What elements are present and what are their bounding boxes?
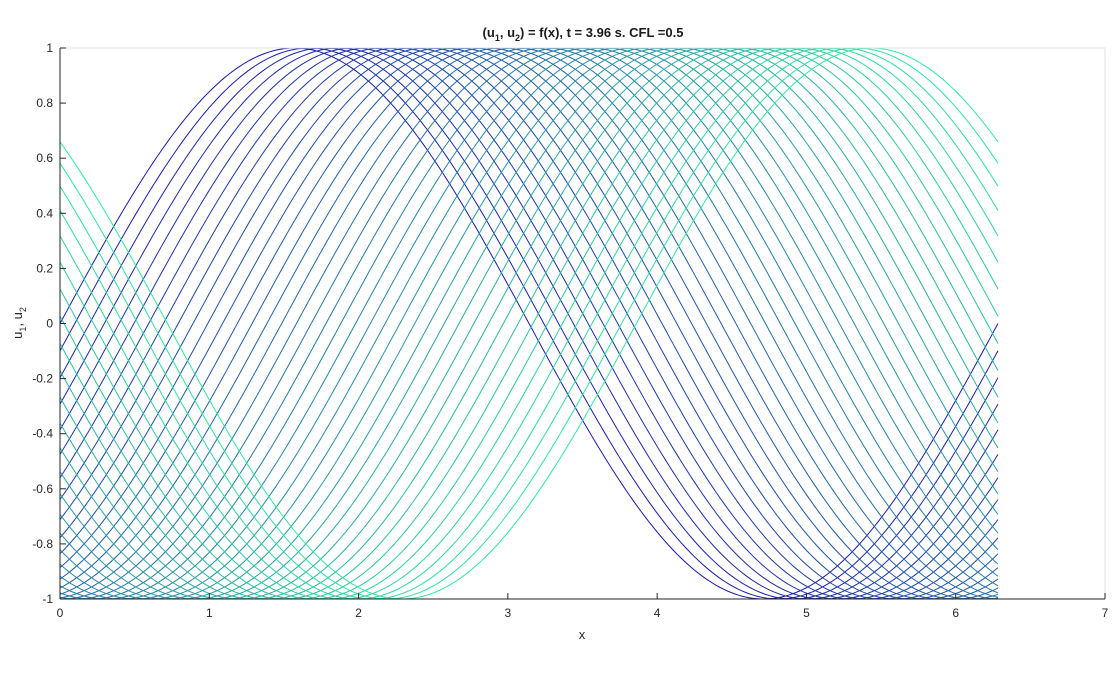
series-line-9 [59,47,999,600]
y-tick-label: 0.4 [36,206,53,220]
series-line-23 [59,47,999,600]
series-line-4 [59,47,999,600]
x-axis-ticks: 0 1 2 3 4 5 6 7 [57,593,1109,620]
series-line-40 [59,47,999,600]
series-line-34 [59,47,999,600]
y-tick-label: -0.4 [32,427,53,441]
series-line-14 [59,47,999,600]
plot-area [60,48,1105,599]
series-line-29 [59,47,999,600]
series-line-19 [59,47,999,600]
x-tick-label: 0 [57,606,64,620]
y-tick-label: 0.6 [36,151,53,165]
series-line-33 [59,47,999,600]
y-tick-label: -0.2 [32,372,53,386]
series-line-13 [59,47,999,600]
series-line-10 [59,47,999,600]
series-line-5 [59,47,999,600]
y-axis-ticks: -1 -0.8 -0.6 -0.4 -0.2 0 0.2 0.4 0.6 0.8 1 [32,41,66,606]
y-axis-label: u1, u2 [10,307,28,339]
series-lines [59,47,999,600]
series-line-16 [59,47,999,600]
y-tick-label: -1 [42,592,53,606]
series-line-20 [59,47,999,600]
series-line-39 [59,47,999,600]
series-line-24 [59,47,999,600]
y-tick-label: 0 [46,317,53,331]
series-line-2 [59,47,999,600]
series-line-21 [59,47,999,600]
series-line-18 [59,47,999,600]
chart-title: (u1, u2) = f(x), t = 3.96 s. CFL =0.5 [483,25,684,43]
x-tick-label: 7 [1102,606,1109,620]
x-tick-label: 3 [505,606,512,620]
x-tick-label: 2 [355,606,362,620]
series-line-12 [59,47,999,600]
series-line-3 [59,47,999,600]
series-line-7 [59,47,999,600]
series-line-25 [59,47,999,600]
series-line-32 [59,47,999,600]
series-line-22 [59,47,999,600]
series-line-31 [59,47,999,600]
series-line-11 [59,47,999,600]
y-tick-label: 0.2 [36,261,53,275]
x-tick-label: 5 [803,606,810,620]
y-tick-label: 0.8 [36,96,53,110]
series-line-35 [59,47,999,600]
y-tick-label: -0.8 [32,537,53,551]
y-tick-label: 1 [46,41,53,55]
series-line-1 [59,47,999,600]
plot-frame [60,47,1106,599]
x-axis-label: x [579,627,586,642]
series-line-15 [59,47,999,600]
x-tick-label: 4 [654,606,661,620]
y-tick-label: -0.6 [32,482,53,496]
x-tick-label: 6 [952,606,959,620]
x-tick-label: 1 [206,606,213,620]
series-line-8 [59,47,999,600]
series-line-30 [59,47,999,600]
